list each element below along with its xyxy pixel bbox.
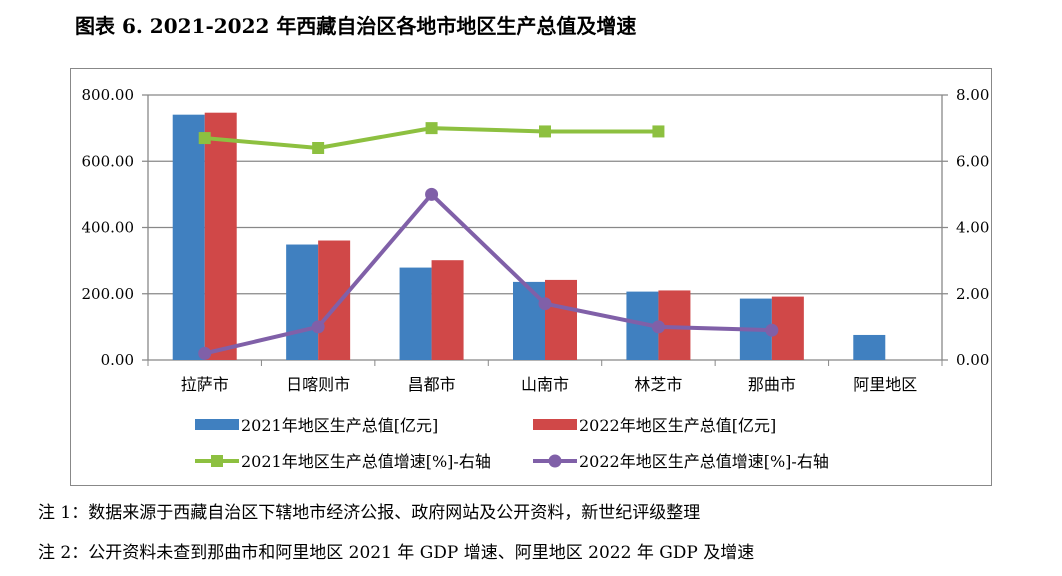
bar-2022 (431, 260, 464, 360)
marker-circle (651, 320, 665, 334)
x-tick-label: 拉萨市 (181, 375, 229, 394)
x-tick-label: 阿里地区 (853, 375, 917, 394)
x-tick-label: 那曲市 (748, 375, 796, 394)
legend-label: 2022年地区生产总值增速[%]-右轴 (579, 452, 829, 471)
bar-2022 (318, 240, 351, 360)
y-tick-label: 800.00 (82, 86, 135, 104)
x-tick-label: 林芝市 (634, 375, 682, 394)
legend-swatch (533, 419, 577, 430)
y-tick-label: 400.00 (82, 219, 135, 237)
y-tick-label: 600.00 (82, 152, 135, 170)
legend-label: 2022年地区生产总值[亿元] (579, 416, 776, 435)
y-tick-label: 0.00 (101, 351, 134, 369)
y2-tick-label: 4.00 (956, 219, 989, 237)
bar-2021 (513, 281, 545, 360)
bar-2021 (853, 334, 886, 360)
legend-swatch (195, 419, 239, 430)
marker-circle (538, 297, 552, 311)
legend-marker (548, 454, 562, 468)
bar-2021 (286, 244, 319, 360)
marker-square (652, 125, 665, 138)
marker-circle (311, 320, 325, 334)
y2-tick-label: 8.00 (956, 86, 989, 104)
bar-2022 (204, 112, 237, 360)
bar-2021 (172, 114, 205, 361)
marker-square (539, 125, 551, 138)
y2-tick-label: 2.00 (956, 285, 989, 303)
chart: 0.00 0.00 200.00 2.00 400.00 4.00 600.00 6.00 80… (82, 86, 990, 471)
marker-square (198, 132, 211, 145)
marker-circle (425, 187, 439, 201)
legend-label: 2021年地区生产总值[亿元] (241, 416, 438, 435)
y2-tick-label: 0.00 (956, 351, 989, 369)
marker-square (312, 142, 325, 154)
bar-2021 (399, 267, 432, 360)
chart-title: 图表 6. 2021-2022 年西藏自治区各地市地区生产总值及增速 (75, 14, 637, 38)
bar-2022 (545, 279, 577, 360)
y2-tick-label: 6.00 (956, 152, 989, 170)
line-2022-growth (204, 191, 772, 356)
marker-circle (765, 323, 779, 337)
x-tick-label: 日喀则市 (286, 375, 350, 394)
note-1: 注 1：数据来源于西藏自治区下辖地市经济公报、政府网站及公开资料，新世纪评级整理 (38, 503, 701, 523)
x-tick-label: 山南市 (521, 375, 569, 394)
legend-label: 2021年地区生产总值增速[%]-右轴 (241, 452, 491, 471)
note-2: 注 2：公开资料未查到那曲市和阿里地区 2021 年 GDP 增速、阿里地区 2… (38, 543, 755, 563)
x-tick-label: 昌都市 (408, 375, 456, 394)
legend-marker (211, 455, 223, 467)
chart-frame (70, 68, 992, 486)
y-tick-label: 200.00 (82, 285, 135, 303)
marker-square (425, 122, 438, 135)
marker-circle (198, 346, 212, 360)
